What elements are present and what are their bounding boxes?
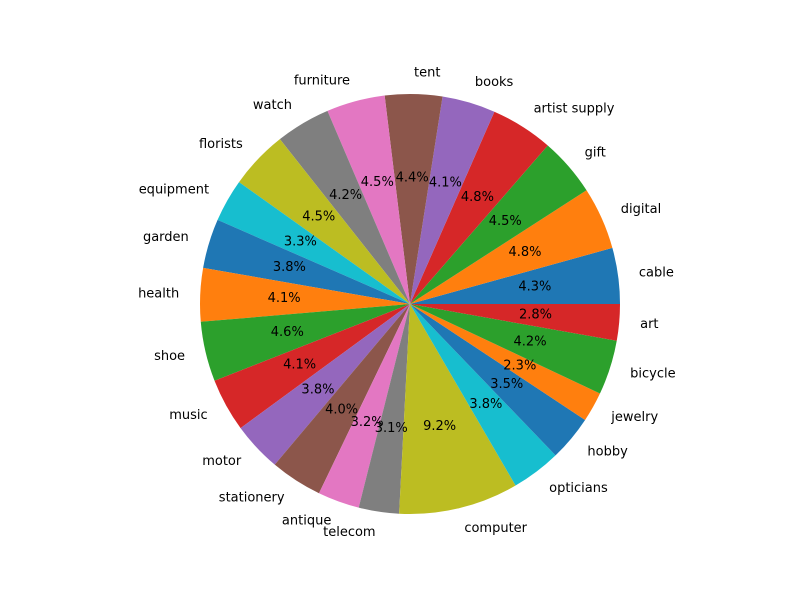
pie-slice-computer [399, 304, 516, 515]
pie-percent-label: 4.5% [302, 210, 335, 225]
pie-percent-label: 4.2% [514, 335, 547, 350]
pie-category-labels: cable digital gift artist supply books tent fu… [138, 66, 676, 540]
pie-slice-digital [410, 190, 613, 304]
pie-percent-label: 4.1% [268, 291, 301, 306]
pie-percent-label: 3.2% [351, 415, 384, 430]
pie-category-label: florists [199, 137, 243, 152]
pie-slice-telecom [358, 304, 410, 514]
pie-percent-label: 3.8% [301, 383, 334, 398]
pie-percent-label: 3.8% [469, 397, 502, 412]
pie-category-label: antique [282, 514, 331, 529]
pie-percent-label: 2.8% [519, 308, 552, 323]
pie-slice-shoe [200, 304, 410, 381]
pie-slice-equipment [217, 182, 410, 304]
pie-category-label: gift [585, 145, 606, 160]
pie-category-label: shoe [154, 349, 185, 364]
pie-category-label: bicycle [630, 367, 675, 382]
pie-category-label: watch [253, 98, 292, 113]
pie-percent-label: 4.8% [461, 190, 494, 205]
pie-category-label: music [169, 408, 207, 423]
pie-slice-health [200, 267, 410, 322]
pie-slice-florists [239, 139, 410, 304]
pie-percent-label: 2.3% [503, 358, 536, 373]
pie-slice-motor [240, 304, 410, 465]
pie-percent-label: 4.5% [361, 175, 394, 190]
pie-category-label: books [475, 75, 514, 90]
pie-percent-labels: 4.3%4.8%4.5%4.8%4.1%4.4%4.5%4.2%4.5%3.3%… [268, 171, 552, 437]
pie-slice-artist-supply [410, 111, 548, 304]
pie-category-label: health [138, 286, 179, 301]
pie-percent-label: 9.2% [423, 419, 456, 434]
pie-percent-label: 4.6% [271, 325, 304, 340]
pie-percent-label: 4.3% [518, 280, 551, 295]
pie-slices [200, 94, 621, 515]
pie-slice-art [410, 304, 620, 341]
pie-category-label: cable [639, 265, 674, 280]
pie-category-label: furniture [294, 73, 350, 88]
pie-percent-label: 3.8% [273, 260, 306, 275]
pie-percent-label: 4.5% [489, 214, 522, 229]
pie-slice-stationery [274, 304, 410, 494]
pie-slice-hobby [410, 304, 586, 456]
pie-slice-garden [203, 219, 410, 304]
pie-category-label: digital [621, 202, 661, 217]
pie-category-label: equipment [139, 183, 209, 198]
pie-slice-opticians [410, 304, 556, 486]
pie-percent-label: 4.8% [508, 245, 541, 260]
pie-category-label: opticians [549, 481, 608, 496]
pie-slice-tent [384, 94, 443, 304]
pie-slice-music [214, 304, 410, 429]
pie-slice-bicycle [410, 304, 617, 394]
pie-category-label: tent [414, 66, 440, 81]
pie-slice-watch [279, 110, 410, 304]
pie-slice-cable [410, 247, 621, 304]
pie-percent-label: 4.1% [283, 357, 316, 372]
pie-category-label: jewelry [610, 410, 658, 425]
pie-slice-furniture [327, 95, 410, 304]
pie-slice-antique [319, 304, 410, 508]
pie-percent-label: 4.4% [396, 171, 429, 186]
pie-percent-label: 4.0% [325, 402, 358, 417]
pie-category-label: computer [464, 521, 527, 536]
pie-slice-books [410, 96, 495, 304]
pie-percent-label: 3.3% [284, 234, 317, 249]
pie-category-label: artist supply [534, 101, 615, 116]
pie-category-label: hobby [587, 444, 628, 459]
pie-percent-label: 4.1% [429, 176, 462, 191]
pie-percent-label: 3.1% [375, 421, 408, 436]
pie-percent-label: 3.5% [490, 377, 523, 392]
pie-slice-jewelry [410, 304, 600, 420]
pie-slice-gift [410, 145, 587, 304]
pie-category-label: art [640, 317, 658, 332]
pie-category-label: telecom [323, 525, 375, 540]
pie-category-label: stationery [219, 490, 285, 505]
pie-category-label: garden [143, 230, 189, 245]
pie-percent-label: 4.2% [329, 188, 362, 203]
pie-category-label: motor [202, 454, 242, 469]
